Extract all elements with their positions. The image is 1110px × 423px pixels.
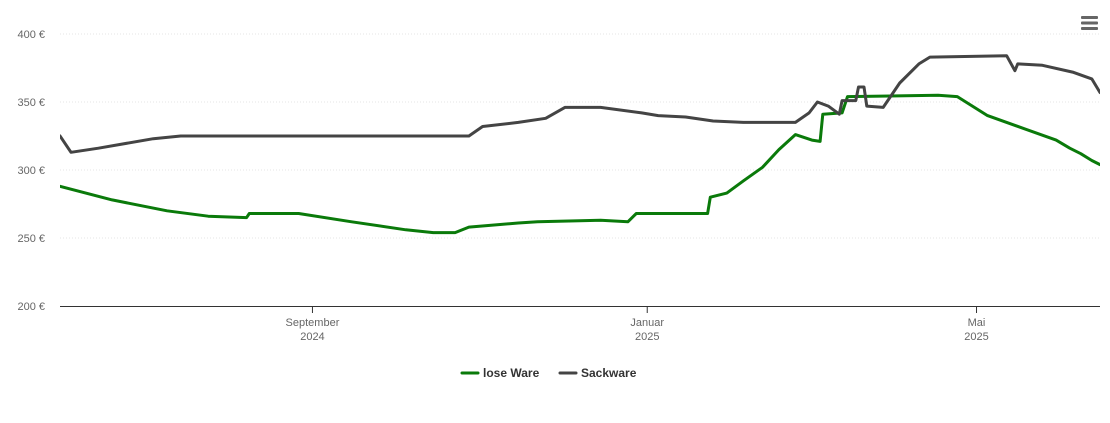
x-tick-label-year: 2024 [300,331,324,343]
series-line-sackware[interactable] [60,54,1100,154]
x-tick-label-month: September [286,317,340,329]
y-tick-label: 300 € [17,165,45,177]
y-axis: 200 € 250 € 300 € 350 € 400 € [17,29,45,313]
legend-item-lose-ware[interactable]: lose Ware [460,366,540,380]
hamburger-menu-icon[interactable] [1080,14,1100,32]
legend-label: Sackware [581,366,637,380]
x-tick-label-month: Mai [968,317,986,329]
x-tick-label-year: 2025 [635,331,659,343]
x-tick-label-year: 2025 [964,331,988,343]
grid-lines [60,33,1100,239]
legend: lose Ware Sackware [460,366,637,380]
x-tick-label-month: Januar [630,317,664,329]
series-lines [60,54,1100,235]
y-tick-label: 200 € [17,301,45,313]
y-tick-label: 350 € [17,97,45,109]
y-tick-label: 250 € [17,233,45,245]
series-line-lose-ware[interactable] [60,93,1100,235]
x-axis: September 2024 Januar 2025 Mai 2025 [286,306,989,343]
legend-label: lose Ware [483,366,540,380]
legend-item-sackware[interactable]: Sackware [558,366,637,380]
y-tick-label: 400 € [17,29,45,41]
